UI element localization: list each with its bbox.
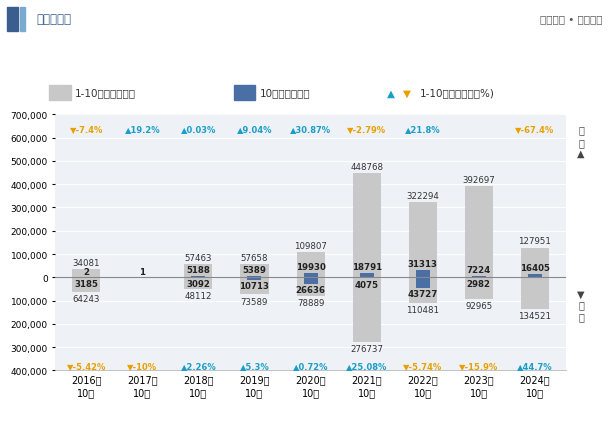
Bar <box>521 248 549 278</box>
Text: ▼-10%: ▼-10% <box>127 361 157 370</box>
Text: ▼-7.4%: ▼-7.4% <box>69 124 103 133</box>
Text: 口: 口 <box>578 138 584 148</box>
Text: 10月（千美元）: 10月（千美元） <box>260 88 310 98</box>
Text: ▲25.08%: ▲25.08% <box>346 361 387 370</box>
Text: ▲30.87%: ▲30.87% <box>290 124 331 133</box>
Bar <box>304 273 317 278</box>
Text: 专业严谨 • 客观科学: 专业严谨 • 客观科学 <box>540 14 603 24</box>
Bar <box>49 86 71 101</box>
Text: 34081: 34081 <box>73 259 100 268</box>
Text: 43727: 43727 <box>408 289 438 298</box>
Text: 110481: 110481 <box>407 305 439 314</box>
Bar <box>7 8 18 32</box>
Text: ▼-5.42%: ▼-5.42% <box>66 361 106 370</box>
Text: 数据来源：中国海关，华经产业研究院整理: 数据来源：中国海关，华经产业研究院整理 <box>501 413 603 423</box>
Bar <box>191 276 205 278</box>
Bar <box>409 203 437 278</box>
Text: ▲0.03%: ▲0.03% <box>181 124 216 133</box>
Text: 31313: 31313 <box>408 260 438 269</box>
Text: 18791: 18791 <box>352 263 382 272</box>
Text: 92965: 92965 <box>465 301 493 311</box>
Text: 5188: 5188 <box>186 266 210 275</box>
Text: ▲44.7%: ▲44.7% <box>517 361 553 370</box>
Text: 1-10月同比增速（%): 1-10月同比增速（%) <box>419 88 494 98</box>
Bar <box>409 278 437 303</box>
Text: 3185: 3185 <box>74 280 98 289</box>
Text: 5389: 5389 <box>242 266 266 275</box>
Bar <box>247 278 261 280</box>
Bar <box>184 278 212 289</box>
Bar <box>20 8 25 32</box>
Text: 276737: 276737 <box>350 344 383 353</box>
Text: 26636: 26636 <box>296 285 325 294</box>
Bar <box>72 278 100 293</box>
Bar <box>465 187 493 278</box>
Text: 109807: 109807 <box>294 241 327 250</box>
Text: 4075: 4075 <box>355 280 379 289</box>
Text: ▲19.2%: ▲19.2% <box>124 124 160 133</box>
Text: ▼-67.4%: ▼-67.4% <box>515 124 555 133</box>
Bar <box>191 278 205 279</box>
Text: 2016-2024年10月泰州综合保税区进、出口额: 2016-2024年10月泰州综合保税区进、出口额 <box>181 52 434 67</box>
Text: 进: 进 <box>578 299 584 310</box>
Bar <box>352 173 381 278</box>
Text: 16405: 16405 <box>520 263 550 272</box>
Text: 57658: 57658 <box>240 253 268 262</box>
Bar <box>247 276 261 278</box>
Text: 127951: 127951 <box>518 237 552 246</box>
Bar <box>296 252 325 278</box>
Text: 1: 1 <box>139 268 145 276</box>
Text: ▲21.8%: ▲21.8% <box>405 124 440 133</box>
Text: 2: 2 <box>83 268 89 276</box>
Bar <box>521 278 549 309</box>
Text: 7224: 7224 <box>467 265 491 274</box>
Text: ▲0.72%: ▲0.72% <box>293 361 328 370</box>
Bar <box>184 264 212 278</box>
Bar <box>234 86 255 101</box>
Text: 64243: 64243 <box>73 295 100 304</box>
Text: ▼-2.79%: ▼-2.79% <box>347 124 386 133</box>
Bar <box>240 264 269 278</box>
Text: 448768: 448768 <box>350 162 383 171</box>
Bar <box>416 278 430 288</box>
Text: 73589: 73589 <box>241 297 268 306</box>
Text: 出: 出 <box>578 125 584 135</box>
Text: ▼: ▼ <box>403 88 411 98</box>
Text: ▼-5.74%: ▼-5.74% <box>403 361 442 370</box>
Bar <box>416 271 430 278</box>
Bar <box>360 273 374 278</box>
Bar <box>72 270 100 278</box>
Text: 3092: 3092 <box>186 280 210 289</box>
Text: ▼-15.9%: ▼-15.9% <box>459 361 499 370</box>
Bar <box>528 274 542 278</box>
Text: 19930: 19930 <box>296 262 325 271</box>
Bar <box>240 278 269 295</box>
Text: 57463: 57463 <box>184 253 212 262</box>
Text: ▲: ▲ <box>387 88 395 98</box>
Bar <box>296 278 325 296</box>
Text: 口: 口 <box>578 311 584 321</box>
Text: ▲9.04%: ▲9.04% <box>237 124 272 133</box>
Text: 华经情报网: 华经情报网 <box>37 13 72 26</box>
Bar <box>360 278 374 279</box>
Text: 134521: 134521 <box>518 311 552 320</box>
Bar <box>465 278 493 299</box>
Bar <box>352 278 381 342</box>
Text: ▲: ▲ <box>577 148 585 158</box>
Text: ▲5.3%: ▲5.3% <box>240 361 269 370</box>
Bar <box>304 278 317 284</box>
Text: ▲2.26%: ▲2.26% <box>181 361 216 370</box>
Text: www.huaon.com: www.huaon.com <box>9 413 84 423</box>
Text: 392697: 392697 <box>462 176 495 184</box>
Bar <box>79 278 93 279</box>
Text: 10713: 10713 <box>239 282 269 291</box>
Text: 1-10月（千美元）: 1-10月（千美元） <box>75 88 136 98</box>
Text: 78889: 78889 <box>297 298 324 307</box>
Text: ▼: ▼ <box>577 289 585 299</box>
Text: 322294: 322294 <box>407 192 439 201</box>
Bar <box>472 276 486 278</box>
Text: 2982: 2982 <box>467 280 491 289</box>
Text: 48112: 48112 <box>184 291 212 300</box>
